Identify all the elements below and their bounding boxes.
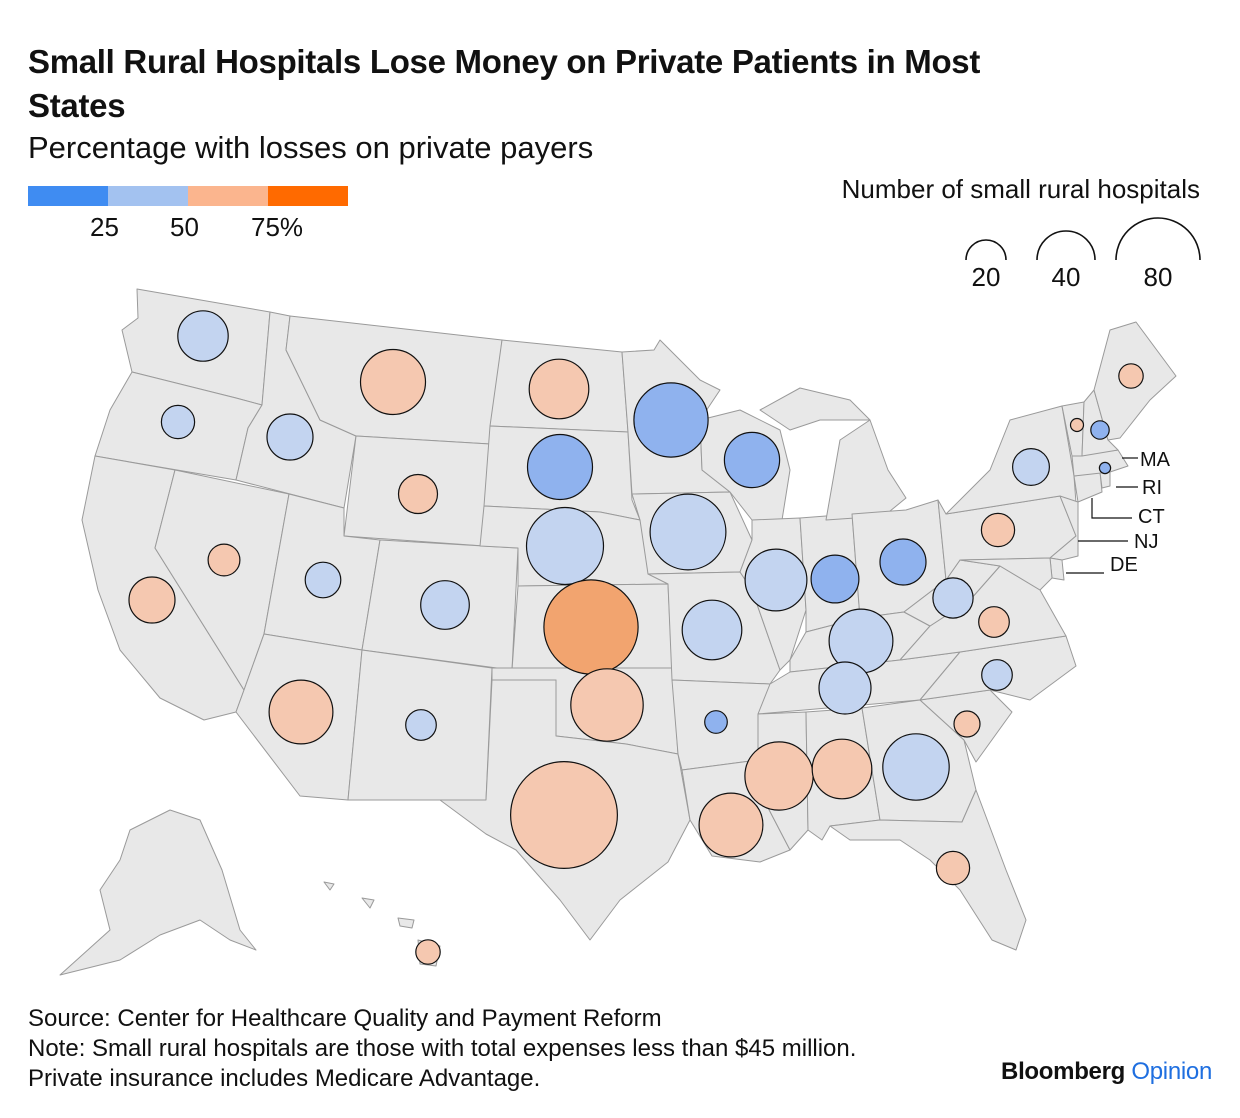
bubble-nc [981, 659, 1013, 691]
bubble-wi [723, 431, 781, 489]
bubble-wv [932, 577, 974, 619]
bloomberg-opinion-logo: Bloomberg Opinion [1001, 1058, 1212, 1086]
bubble-tx [510, 760, 619, 869]
bubble-nh [1090, 420, 1110, 440]
state-AK [59, 809, 257, 976]
size-legend-label-80: 80 [1143, 262, 1173, 292]
bubble-ny [1011, 448, 1050, 487]
bubble-ms [744, 741, 814, 811]
bubble-tn [818, 661, 872, 715]
bubble-or [160, 404, 196, 440]
bubble-ok [570, 668, 644, 742]
bubble-in [810, 554, 860, 604]
hawaii-island-1 [323, 881, 335, 891]
size-legend-title: Number of small rural hospitals [841, 174, 1200, 204]
bubble-ar [704, 710, 728, 734]
note-text-2: Private insurance includes Medicare Adva… [28, 1065, 541, 1092]
bubble-sd [526, 433, 594, 501]
callout-label-ri: RI [1142, 477, 1162, 499]
bubble-il [744, 548, 808, 612]
color-legend-tick-25: 25 [90, 212, 119, 242]
callout-label-ct: CT [1138, 506, 1165, 528]
bubble-va [978, 606, 1010, 638]
bubble-la [698, 792, 764, 858]
color-legend-tick-50: 50 [170, 212, 199, 242]
color-legend-swatch-3 [268, 186, 348, 206]
bubble-sc [953, 710, 981, 738]
bubble-fl [935, 850, 971, 886]
bubble-mo [681, 599, 743, 661]
bubble-oh [879, 538, 927, 586]
brand-suffix: Opinion [1131, 1058, 1212, 1085]
size-legend-arc-40 [1036, 230, 1096, 261]
bubble-nv [207, 543, 241, 577]
bubble-ca [128, 576, 176, 624]
bubble-az [268, 679, 334, 745]
bubble-mn [633, 382, 709, 458]
state-MD [959, 557, 1053, 591]
state-bubbles [128, 310, 1144, 965]
state-CT [1073, 471, 1103, 503]
callout-label-ma: MA [1140, 449, 1171, 471]
bubble-ga [882, 733, 950, 801]
state-FL [829, 789, 1027, 951]
color-legend-bar [28, 186, 348, 206]
bubble-wy [397, 473, 439, 515]
hawaii-island-3 [397, 917, 415, 929]
color-legend-swatch-0 [28, 186, 108, 206]
size-legend-arc-80 [1115, 217, 1201, 261]
bubble-nd [528, 358, 590, 420]
bubble-wa [177, 310, 229, 362]
bubble-nm [405, 709, 437, 741]
bubble-id [266, 413, 314, 461]
state-RI [1099, 471, 1111, 489]
callout-label-nj: NJ [1134, 531, 1158, 553]
size-legend-label-40: 40 [1051, 262, 1081, 292]
bubble-vt [1069, 417, 1085, 433]
size-legend-label-20: 20 [971, 262, 1001, 292]
bubble-ks [543, 579, 639, 675]
source-text: Source: Center for Healthcare Quality an… [28, 1005, 662, 1032]
bubble-ut [304, 561, 342, 599]
bubble-al [811, 738, 873, 800]
footer-notes: Source: Center for Healthcare Quality an… [28, 1004, 856, 1094]
note-text-1: Note: Small rural hospitals are those wi… [28, 1035, 857, 1062]
bubble-mt [359, 348, 427, 416]
chart-subtitle: Percentage with losses on private payers [28, 130, 594, 165]
bubble-co [420, 580, 470, 630]
callout-labels: MA RI CT NJ DE [1110, 449, 1171, 576]
color-legend-swatch-2 [188, 186, 268, 206]
bubble-pa [980, 512, 1016, 548]
callout-leaders [1066, 457, 1138, 574]
bubble-ne [525, 506, 605, 586]
hawaii-island-2 [361, 897, 375, 909]
bubble-ma [1098, 461, 1112, 475]
size-legend-arcs [965, 217, 1201, 261]
color-legend-swatch-1 [108, 186, 188, 206]
brand-name: Bloomberg [1001, 1058, 1125, 1085]
bubble-me [1118, 363, 1144, 389]
chart-title: Small Rural Hospitals Lose Money on Priv… [28, 43, 981, 124]
color-legend-tick-75: 75% [251, 212, 304, 242]
callout-label-de: DE [1110, 554, 1138, 576]
size-legend-arc-20 [965, 239, 1007, 261]
leader-CT [1091, 498, 1132, 519]
bubble-ia [649, 493, 727, 571]
bubble-hi [415, 939, 441, 965]
